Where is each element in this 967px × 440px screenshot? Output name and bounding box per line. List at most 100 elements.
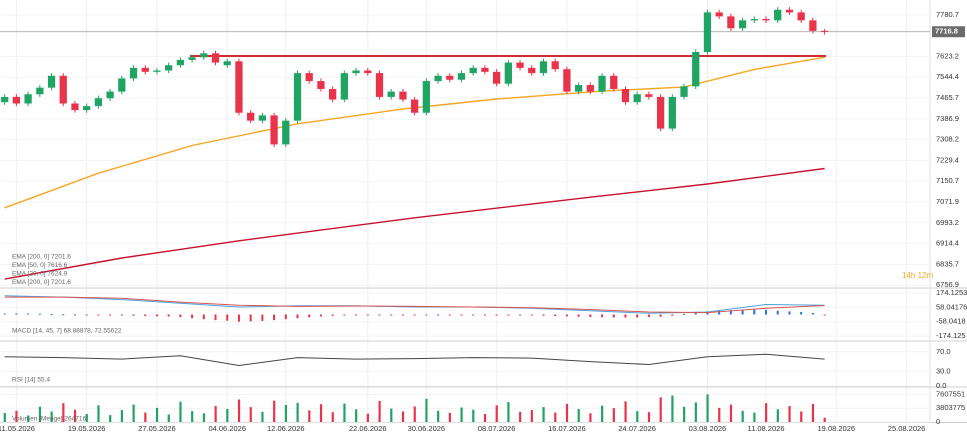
indicator-label: EMA [200, 0] 7201.6 (12, 254, 71, 261)
candle-body (528, 67, 536, 74)
volume-bar (343, 403, 346, 422)
volume-bar (437, 410, 440, 422)
histogram-bar (718, 310, 721, 315)
y-tick-label: 6835.7 (936, 259, 959, 268)
y-tick-label: 6993.2 (936, 218, 959, 227)
candle-body (586, 85, 594, 92)
volume-bar (753, 412, 756, 422)
candle-body (504, 62, 512, 84)
candle-body (563, 69, 571, 92)
candle-body (680, 86, 688, 97)
volume-bar (565, 403, 569, 422)
histogram-bar (319, 314, 322, 317)
volume-bar (390, 408, 393, 422)
candle-body (457, 73, 466, 80)
y-tick-label: 7386.9 (936, 114, 959, 123)
indicator-label: EMA [200, 0] 7201.6 (12, 279, 71, 286)
volume-bar (495, 405, 498, 422)
histogram-bar (542, 314, 545, 316)
histogram-bar (261, 314, 264, 321)
x-tick-label: 16.07.2026 (548, 424, 586, 433)
candle-body (399, 91, 407, 100)
candle-body (12, 96, 21, 104)
histogram-bar (823, 314, 826, 316)
histogram-bar (343, 314, 346, 316)
histogram-bar (483, 314, 486, 316)
histogram-bar (355, 314, 358, 316)
histogram-bar (788, 311, 791, 315)
signal-line (4, 296, 825, 314)
histogram-bar (753, 309, 756, 315)
candle-body (692, 52, 700, 87)
indicator-label: EMA [20, 0] 7624.9 (12, 271, 68, 278)
candle-body (317, 81, 325, 89)
x-tick-label: 25.08.2026 (888, 424, 926, 433)
y-tick-label: 7150.7 (936, 176, 959, 185)
volume-bar (589, 413, 592, 422)
candle-body (36, 87, 44, 95)
x-tick-label: 04.06.2026 (208, 424, 246, 433)
volume-bar (237, 399, 241, 422)
volume-bar (765, 403, 768, 422)
candle-body (446, 75, 454, 80)
volume-bar (425, 398, 428, 422)
histogram-bar (284, 314, 287, 320)
volume-bar (27, 415, 30, 422)
x-tick-label: 03.08.2026 (689, 424, 727, 433)
candle-body (727, 16, 735, 29)
ema-line (4, 167, 825, 280)
volume-bar (167, 414, 170, 422)
y-tick-label: 58.04176 (936, 302, 967, 311)
volume-bar (144, 412, 147, 422)
candle-body (340, 73, 348, 100)
histogram-bar (38, 313, 41, 315)
histogram-bar (296, 314, 299, 319)
y-tick-label: -174.125 (936, 331, 966, 340)
volume-bar (120, 410, 124, 422)
candle-body (364, 70, 372, 74)
volume-bar (507, 402, 510, 422)
volume-bar (355, 409, 358, 422)
histogram-bar (62, 314, 65, 316)
histogram-bar (495, 314, 498, 316)
candle-body (293, 73, 302, 121)
y-tick-label: 7465.7 (936, 93, 959, 102)
x-tick-label: 30.06.2026 (408, 424, 446, 433)
histogram-bar (507, 314, 510, 316)
candle-body (329, 88, 337, 100)
histogram-bar (460, 314, 463, 316)
y-tick-label: 0 (936, 417, 940, 426)
y-tick-label: 30.0 (936, 366, 951, 375)
y-tick-label: 7607551 (936, 389, 965, 398)
x-tick-label: 12.06.2026 (267, 424, 305, 433)
candle-body (59, 75, 67, 104)
candle-body (469, 67, 477, 74)
volume-bar (214, 406, 217, 422)
histogram-bar (800, 312, 803, 315)
histogram-bar (413, 314, 416, 316)
candle-body (598, 75, 606, 92)
volume-bar (694, 402, 697, 422)
candle-body (774, 9, 782, 21)
y-tick-label: 6756.9 (936, 280, 959, 289)
volume-bar (776, 409, 779, 422)
volume-bar (554, 412, 557, 422)
volume-bar (15, 410, 18, 422)
volume-bar (249, 407, 252, 422)
y-tick-label: 7071.9 (936, 197, 959, 206)
candle-body (352, 70, 360, 74)
histogram-bar (577, 314, 580, 317)
histogram-bar (50, 314, 53, 316)
volume-bar (273, 400, 276, 422)
histogram-bar (226, 314, 229, 321)
candle-body (715, 12, 723, 17)
countdown: 14h 12m (902, 271, 933, 280)
histogram-bar (624, 314, 627, 318)
candle-body (235, 61, 243, 113)
y-tick-label: 174.1253 (936, 288, 967, 297)
candle-body (188, 57, 196, 60)
y-tick-label: 7308.2 (936, 135, 959, 144)
indicator-label: Volumen [Menge] 264716 (12, 416, 86, 423)
histogram-bar (202, 314, 205, 320)
